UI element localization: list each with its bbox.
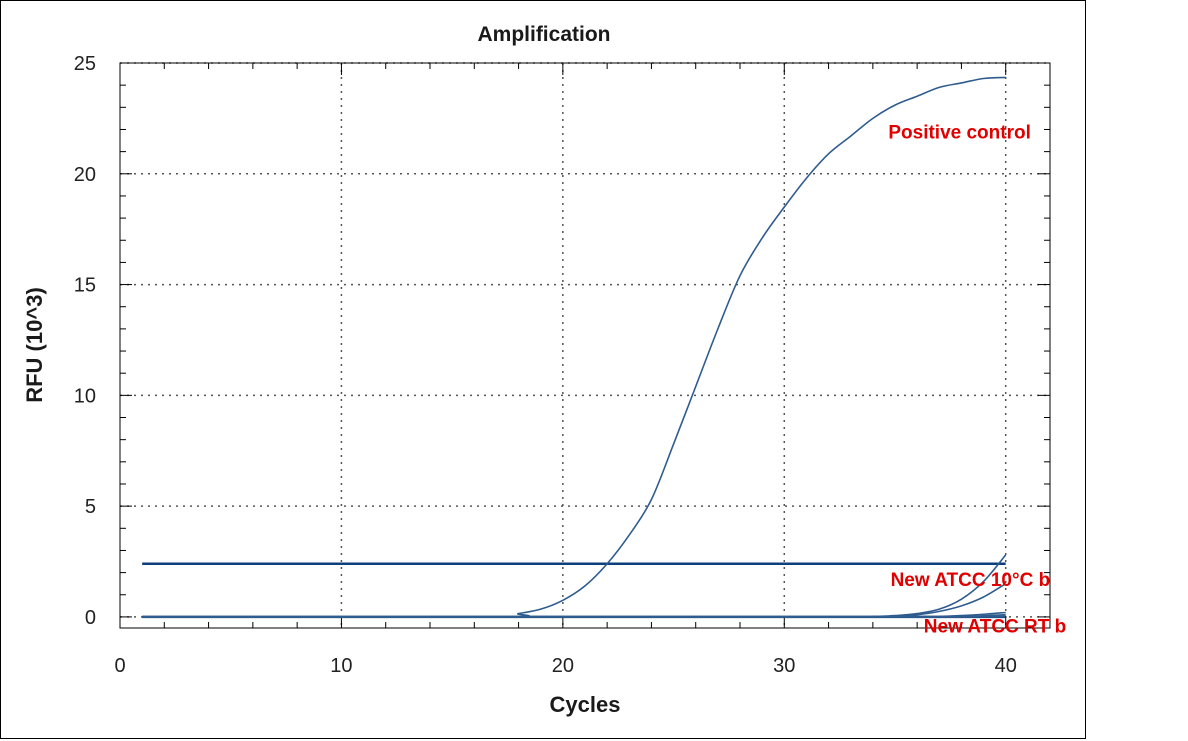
- y-tick-label: 20: [74, 164, 96, 186]
- y-tick-label: 15: [74, 275, 96, 297]
- y-axis-label: RFU (10^3): [22, 287, 47, 403]
- y-tick-label: 5: [85, 496, 96, 518]
- axis-ticks: 0 10 20 30 40 0 5 10 15 20 25: [74, 53, 1051, 677]
- x-tick-label: 0: [114, 655, 125, 677]
- x-tick-label: 10: [330, 655, 352, 677]
- figure-frame: [0, 0, 1086, 739]
- annotation-label: New ATCC RT b: [924, 616, 1066, 637]
- series-curve-5: [142, 613, 1006, 618]
- x-axis-label: Cycles: [550, 692, 621, 717]
- x-tick-label: 30: [773, 655, 795, 677]
- x-tick-label: 40: [995, 655, 1017, 677]
- grid: [120, 62, 1050, 628]
- series: [142, 76, 1007, 619]
- series-curve-3: [142, 583, 1007, 618]
- series-positive-control: [142, 76, 1006, 618]
- annotation-label: New ATCC 10°C b: [891, 570, 1051, 591]
- plot-border: [119, 62, 1051, 629]
- y-tick-label: 25: [74, 53, 96, 75]
- chart-title: Amplification: [477, 23, 610, 46]
- annotations: Positive control New ATCC 10°C b New ATCC …: [888, 122, 1066, 637]
- y-tick-label: 0: [85, 607, 96, 629]
- annotation-label: Positive control: [888, 122, 1031, 143]
- y-tick-label: 10: [74, 385, 96, 407]
- x-tick-label: 20: [552, 655, 574, 677]
